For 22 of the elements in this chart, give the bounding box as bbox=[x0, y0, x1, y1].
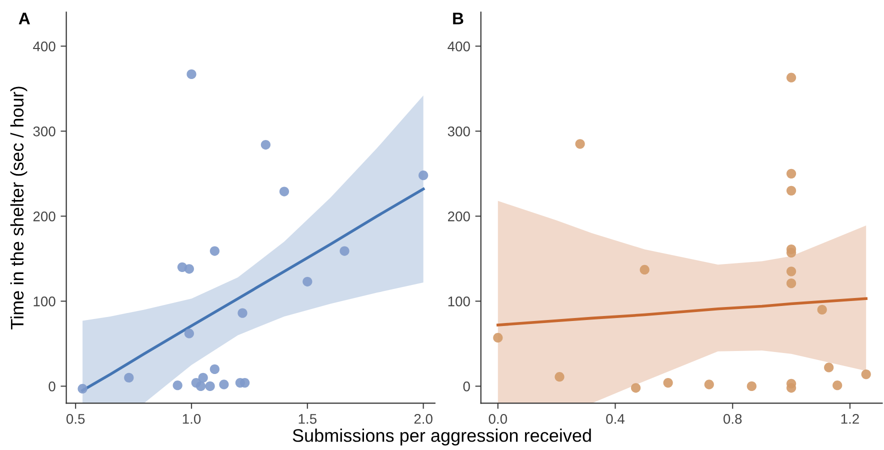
x-tick-label: 1.2 bbox=[841, 414, 859, 424]
y-tick-label: 200 bbox=[448, 212, 470, 222]
x-axis-title: Submissions per aggression received bbox=[292, 428, 591, 446]
y-tick-label: 200 bbox=[33, 212, 56, 222]
chart-title: A bbox=[18, 12, 30, 24]
chart-title: B bbox=[453, 12, 464, 24]
x-tick-label: 1.5 bbox=[298, 414, 316, 424]
x-tick-label: 2.0 bbox=[414, 414, 432, 424]
y-tick-label: 300 bbox=[448, 126, 470, 136]
x-tick-label: 0.4 bbox=[606, 414, 625, 424]
y-tick-label: 0 bbox=[463, 382, 470, 392]
x-tick-label: 0.8 bbox=[724, 414, 742, 424]
y-tick-label: 400 bbox=[448, 41, 470, 52]
x-tick-label: 0.0 bbox=[488, 414, 508, 424]
y-tick-label: 300 bbox=[33, 126, 56, 136]
x-tick-label: 0.5 bbox=[66, 414, 85, 424]
y-axis-title: Time in the shelter (sec / hour) bbox=[10, 86, 28, 330]
y-tick-label: 400 bbox=[33, 41, 56, 52]
y-tick-label: 100 bbox=[448, 296, 470, 306]
x-tick-label: 1.0 bbox=[182, 414, 201, 424]
y-tick-label: 100 bbox=[34, 296, 56, 306]
y-tick-label: 0 bbox=[48, 382, 56, 392]
